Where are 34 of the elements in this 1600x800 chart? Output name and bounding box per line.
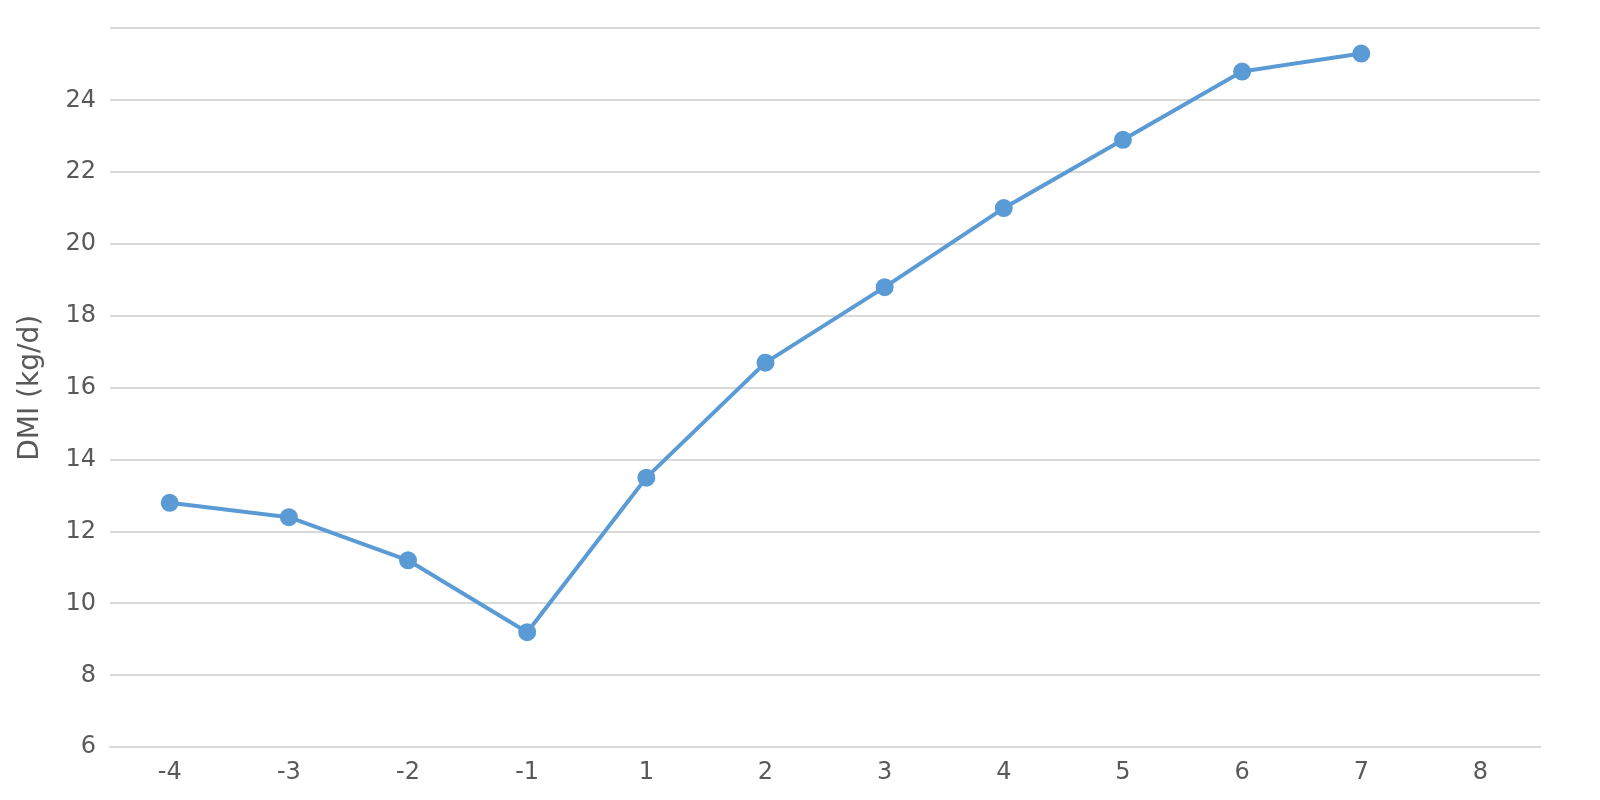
y-tick-label: 24 bbox=[65, 84, 97, 113]
y-tick-label: 18 bbox=[65, 300, 97, 329]
point bbox=[875, 278, 894, 297]
point bbox=[160, 493, 179, 512]
y-tick-label: 20 bbox=[65, 228, 97, 257]
x-tick-label: -4 bbox=[157, 756, 182, 785]
point bbox=[1233, 62, 1252, 81]
x-tick-label: 7 bbox=[1353, 756, 1369, 785]
point bbox=[756, 353, 775, 372]
x-tick-label: -3 bbox=[276, 756, 301, 785]
x-tick-label: 6 bbox=[1234, 756, 1250, 785]
point bbox=[1352, 44, 1371, 63]
y-tick-label: 16 bbox=[65, 372, 97, 401]
y-tick-label: 6 bbox=[80, 731, 97, 760]
x-tick-label: 4 bbox=[996, 756, 1012, 785]
y-tick-label: 10 bbox=[65, 587, 97, 616]
y-tick-label: 22 bbox=[65, 156, 97, 185]
x-tick-label: 8 bbox=[1472, 756, 1489, 785]
point bbox=[518, 623, 537, 642]
y-tick-label: 12 bbox=[65, 515, 97, 544]
y-axis-title: DMI (kg/d) bbox=[12, 314, 46, 461]
x-tick-label: -2 bbox=[396, 756, 420, 785]
y-tick-label: 14 bbox=[65, 443, 97, 472]
point bbox=[279, 508, 298, 527]
x-tick-label: 2 bbox=[757, 756, 774, 785]
point bbox=[994, 199, 1013, 218]
point bbox=[637, 468, 656, 487]
y-tick-label: 8 bbox=[80, 659, 97, 688]
x-tick-label: 3 bbox=[877, 756, 893, 785]
point bbox=[1113, 130, 1132, 149]
x-tick-label: 1 bbox=[638, 756, 654, 785]
point bbox=[399, 551, 418, 570]
x-tick-label: 5 bbox=[1115, 756, 1131, 785]
x-tick-label: -1 bbox=[515, 756, 540, 785]
